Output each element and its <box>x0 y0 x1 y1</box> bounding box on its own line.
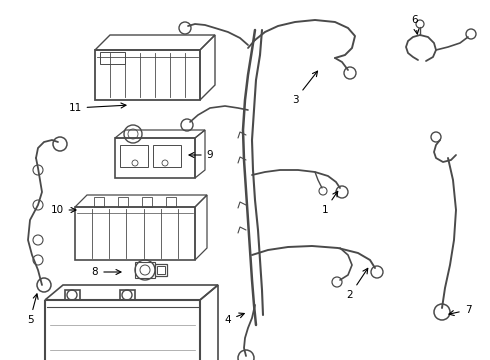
Bar <box>45 300 200 360</box>
Bar <box>94 197 104 207</box>
Bar <box>135 262 155 278</box>
Bar <box>118 197 128 207</box>
Bar <box>65 290 80 300</box>
Bar <box>75 207 195 260</box>
Text: 7: 7 <box>449 305 471 315</box>
Bar <box>115 138 195 178</box>
Text: 6: 6 <box>412 15 419 34</box>
Text: 1: 1 <box>322 191 338 215</box>
Text: 9: 9 <box>189 150 213 160</box>
Bar <box>120 145 148 167</box>
Text: 10: 10 <box>50 205 76 215</box>
Bar <box>100 52 125 64</box>
Bar <box>120 290 135 300</box>
Bar <box>157 266 165 274</box>
Bar <box>95 50 200 100</box>
Text: 4: 4 <box>225 313 245 325</box>
Text: 11: 11 <box>69 103 126 113</box>
Bar <box>166 197 176 207</box>
Text: 3: 3 <box>292 71 318 105</box>
Text: 5: 5 <box>26 294 38 325</box>
Bar <box>155 264 167 276</box>
Text: 8: 8 <box>92 267 121 277</box>
Text: 2: 2 <box>347 268 368 300</box>
Bar <box>142 197 152 207</box>
Bar <box>153 145 181 167</box>
